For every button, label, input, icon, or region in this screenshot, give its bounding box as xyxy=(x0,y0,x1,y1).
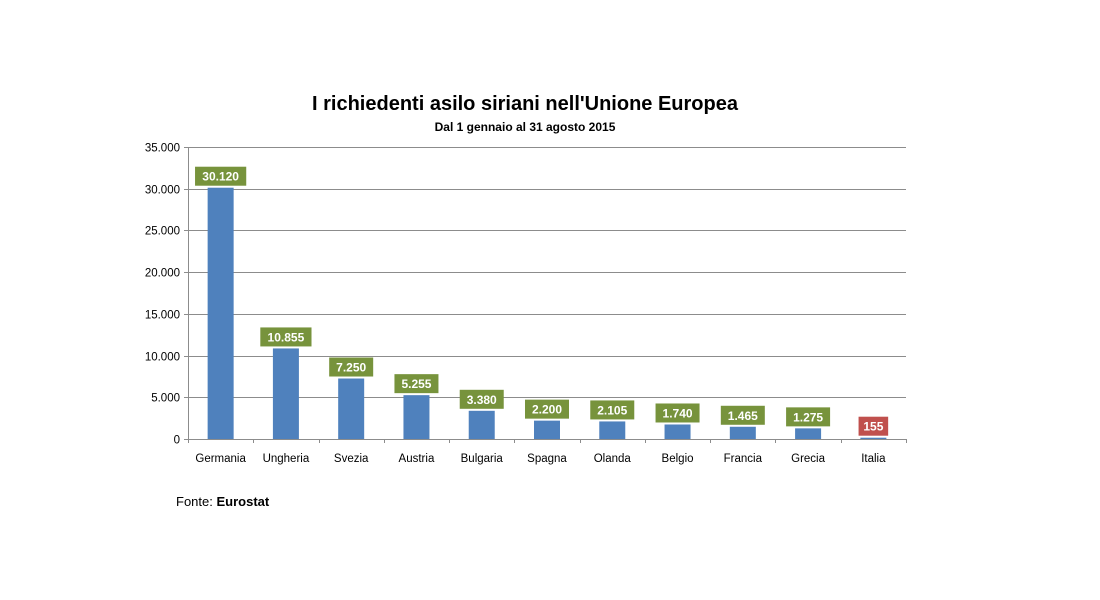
data-label-box xyxy=(720,405,765,425)
chart-title: I richiedenti asilo siriani nell'Unione … xyxy=(312,93,739,115)
x-tick-label: Italia xyxy=(861,453,886,465)
y-tick-label: 10.000 xyxy=(145,352,180,364)
data-label: 2.105 xyxy=(597,403,627,417)
bar xyxy=(468,410,495,439)
bar xyxy=(338,378,365,439)
axes: 0 5.000 10.000 15.000 20.000 25.000 30.000 35.0… xyxy=(145,143,907,447)
data-label: 2.200 xyxy=(532,403,562,417)
data-label: 5.255 xyxy=(401,377,431,391)
bar xyxy=(207,187,234,439)
bar xyxy=(795,428,822,439)
x-tick-label: Olanda xyxy=(594,453,632,465)
data-label-box xyxy=(786,407,831,427)
x-tick-label: Germania xyxy=(195,453,246,465)
data-label: 1.740 xyxy=(663,406,693,420)
data-label-box xyxy=(260,327,312,347)
data-label-box xyxy=(590,400,635,420)
x-tick-label: Ungheria xyxy=(263,453,310,465)
x-tick-label: Bulgaria xyxy=(461,453,504,465)
data-label: 155 xyxy=(863,420,883,434)
y-tick-label: 15.000 xyxy=(145,310,180,322)
data-label: 10.855 xyxy=(268,330,305,344)
data-label: 1.275 xyxy=(793,410,823,424)
y-tick-label: 35.000 xyxy=(145,143,180,155)
x-tick-label: Francia xyxy=(724,453,763,465)
x-tick-label: Grecia xyxy=(791,453,825,465)
bar xyxy=(729,426,756,439)
x-tick-label: Svezia xyxy=(334,453,369,465)
gridlines xyxy=(188,147,906,398)
y-tick-label: 0 xyxy=(174,435,180,447)
data-labels: 30.120 10.855 7.250 5.255 3.380 2.200 2.105 1.7… xyxy=(195,166,889,436)
y-tick-label: 20.000 xyxy=(145,268,180,280)
x-tick-label: Belgio xyxy=(662,453,694,465)
bar xyxy=(599,421,626,439)
y-tick-label: 30.000 xyxy=(145,185,180,197)
data-label: 1.465 xyxy=(728,409,758,423)
data-label: 30.120 xyxy=(202,170,239,184)
source-note: Fonte: Eurostat xyxy=(176,494,269,509)
data-label-box xyxy=(858,416,889,436)
category-labels: Germania Ungheria Svezia Austria Bulgaria Spa… xyxy=(195,453,886,465)
data-label-box xyxy=(459,389,504,409)
data-label-box xyxy=(655,403,700,423)
data-label: 3.380 xyxy=(467,393,497,407)
x-tick-label: Spagna xyxy=(527,453,567,465)
bar xyxy=(272,348,299,439)
bar xyxy=(403,395,430,439)
data-label-box xyxy=(195,166,247,186)
bar xyxy=(860,437,887,439)
source-prefix: Fonte: xyxy=(176,494,213,509)
bar xyxy=(534,420,560,439)
y-tick-label: 25.000 xyxy=(145,226,180,238)
y-tick-label: 5.000 xyxy=(151,393,180,405)
x-tick-label: Austria xyxy=(399,453,435,465)
bars xyxy=(207,187,887,439)
source-name: Eurostat xyxy=(216,494,270,509)
data-label: 7.250 xyxy=(336,361,366,375)
data-label-box xyxy=(394,374,439,394)
data-label-box xyxy=(329,357,374,377)
chart-subtitle: Dal 1 gennaio al 31 agosto 2015 xyxy=(435,120,616,134)
data-label-box xyxy=(525,399,569,419)
bar xyxy=(664,424,691,439)
